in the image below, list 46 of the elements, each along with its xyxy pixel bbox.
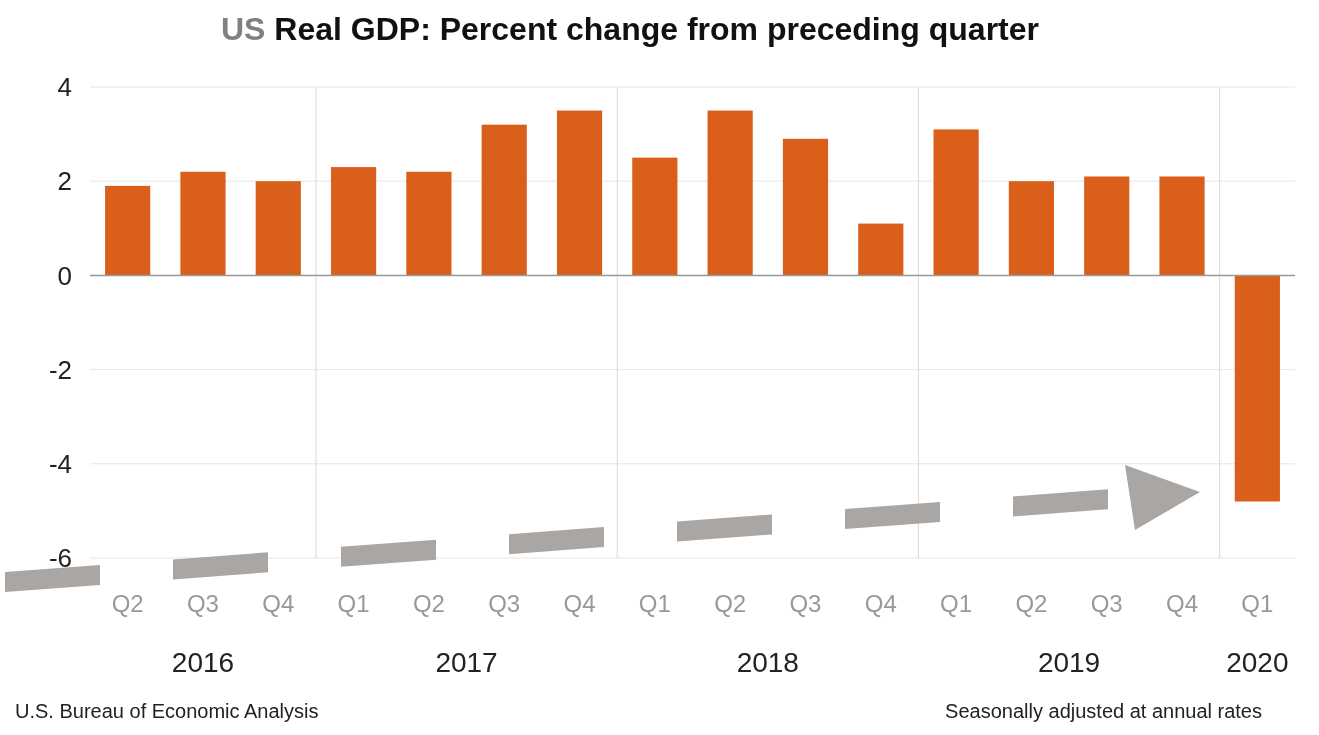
bar [105,185,151,276]
bar [782,138,829,276]
x-tick-label: Q1 [638,590,671,617]
text: 2016 [171,647,235,678]
x-tick-label: Q1 [337,590,370,617]
text: 2020 [1226,647,1289,678]
x-tick-label: Q2 [111,590,144,617]
x-tick-label: Q1 [940,590,973,617]
x-tick-label: Q3 [186,590,219,617]
bar [707,110,753,276]
text: 2019 [1037,647,1101,678]
y-tick-label: -6 [48,543,72,574]
bar [933,129,979,276]
bar [556,110,603,276]
y-tick-label: 4 [57,72,72,103]
text: Seasonally adjusted at annual rates [945,700,1262,722]
x-tick-label: Q4 [1166,590,1199,617]
text: 2018 [736,647,799,678]
x-tick-label: Q1 [1241,590,1274,617]
bar [255,181,301,276]
bar [1008,181,1054,276]
y-tick-label: 2 [57,166,72,197]
x-tick-label: Q4 [563,590,596,617]
x-tick-label: Q2 [1015,590,1048,617]
y-tick-label: -4 [48,448,72,479]
bar [1234,275,1280,502]
bar [180,171,226,276]
x-tick-label: Q3 [1090,590,1123,617]
y-tick-label: 0 [57,260,72,291]
chart-title: US Real GDP: Percent change from preceding quarter [221,11,1039,47]
bar [632,157,678,276]
text: U.S. Bureau of Economic Analysis [15,700,319,722]
bar [331,167,377,276]
x-tick-label: Q4 [864,590,897,617]
bar [406,171,452,276]
y-tick-label: -2 [48,354,72,385]
x-tick-label: Q2 [714,590,747,617]
x-tick-label: Q3 [488,590,521,617]
x-tick-label: Q4 [262,590,295,617]
bar [1159,176,1205,276]
bar [481,124,527,276]
bar [858,223,904,276]
x-tick-label: Q2 [412,590,445,617]
x-tick-label: Q3 [789,590,822,617]
text: 2017 [435,647,498,678]
bar [1084,176,1130,276]
